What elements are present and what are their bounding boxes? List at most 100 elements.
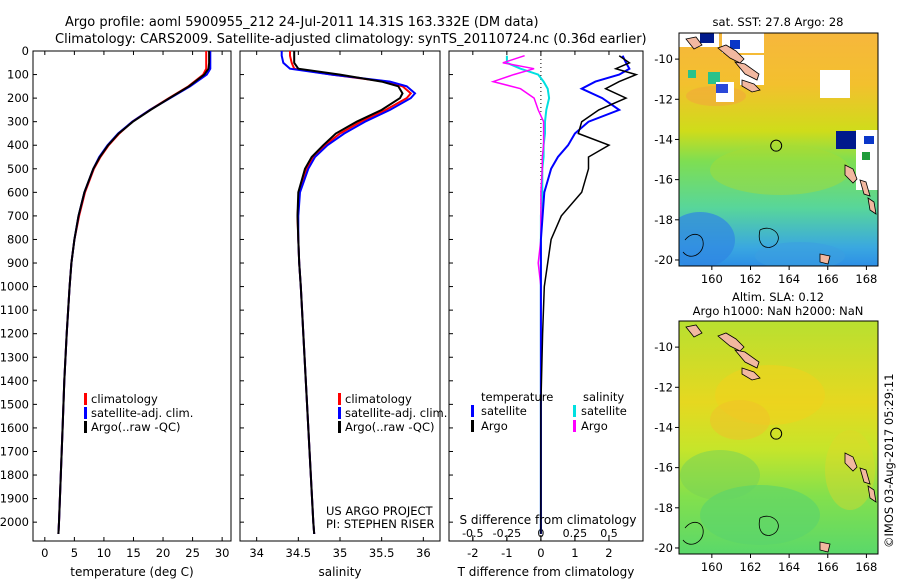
island — [844, 164, 858, 184]
depth-tick-label: 300 — [7, 115, 29, 129]
t-difference-satellite — [539, 55, 631, 534]
legend-label-t-argo: Argo — [481, 419, 508, 433]
map-y-tick-label: -18 — [654, 213, 673, 227]
bathymetry-contour — [758, 227, 779, 248]
x-tick-label: 35 — [333, 546, 348, 560]
sst-map: 160 162 164 166 168 -10 -12 -14 -16 -18 -20 — [654, 32, 879, 286]
sla-profile-marker — [770, 427, 783, 440]
x-tick-label: 1 — [571, 546, 578, 560]
s-tick-label: -0.5 — [462, 527, 483, 540]
legend-label-t-satellite: satellite — [481, 404, 527, 418]
legend-swatch-satellite — [84, 407, 87, 419]
legend-swatch-argo — [84, 421, 87, 433]
sla-map-title-2: Argo h1000: NaN h2000: NaN — [693, 304, 864, 318]
legend-label-climatology: climatology — [91, 392, 158, 406]
sst-cool-patch — [679, 212, 735, 266]
s-difference-title: S difference from climatology — [460, 513, 637, 527]
depth-tick-label: 1700 — [0, 444, 29, 458]
imos-credit: ©IMOS 03-Aug-2017 05:29:11 — [882, 373, 896, 548]
header-line-1: Argo profile: aoml 5900955_212 24-Jul-20… — [65, 15, 539, 30]
salinity-series-argoraw — [293, 51, 404, 534]
island — [819, 253, 831, 265]
x-tick-label: 36 — [416, 546, 431, 560]
island — [867, 197, 877, 215]
sst-cloud-cell — [836, 131, 856, 149]
island — [741, 79, 761, 93]
legend-swatch-argo — [338, 421, 341, 433]
island — [717, 44, 745, 64]
depth-tick-label: 800 — [7, 232, 29, 246]
map-x-tick-label: 168 — [855, 560, 877, 574]
x-tick-label: 10 — [97, 546, 112, 560]
legend-label-climatology: climatology — [345, 392, 412, 406]
x-tick-label: -1 — [501, 546, 512, 560]
x-tick-label: 15 — [126, 546, 141, 560]
bathymetry-contour — [682, 233, 704, 257]
legend-label-satellite: satellite-adj. clim. — [345, 406, 447, 420]
sst-cloud-cell — [700, 33, 714, 43]
x-tick-label: 0 — [537, 546, 544, 560]
temperature-xlabel: temperature (deg C) — [70, 565, 193, 579]
map-y-tick-label: -14 — [654, 132, 673, 146]
island — [685, 36, 703, 50]
legend-title-salinity: salinity — [583, 390, 624, 404]
legend-swatch-satellite — [338, 407, 341, 419]
map-x-tick-label: 160 — [701, 272, 723, 286]
map-x-tick-label: 164 — [778, 272, 800, 286]
depth-tick-label: 1100 — [0, 303, 29, 317]
island — [844, 452, 858, 472]
depth-tick-label: 600 — [7, 185, 29, 199]
depth-tick-label: 200 — [7, 91, 29, 105]
map-x-tick-label: 164 — [778, 560, 800, 574]
depth-tick-label: 1600 — [0, 421, 29, 435]
project-line-1: US ARGO PROJECT — [326, 504, 434, 518]
legend-title-temperature: temperature — [481, 390, 553, 404]
map-x-tick-label: 168 — [855, 272, 877, 286]
x-tick-label: 34.5 — [286, 546, 312, 560]
bathymetry-contour — [758, 515, 779, 536]
sla-map-axes: 160 162 164 166 168 -10 -12 -14 -16 -18 -20 — [654, 340, 877, 574]
sst-cloud-cell — [864, 136, 874, 144]
s-difference-satellite — [505, 55, 551, 534]
map-y-tick-label: -20 — [654, 541, 673, 555]
sst-profile-marker — [770, 139, 783, 152]
salinity-profile-plot: 34 34.5 35 35.5 36 — [249, 51, 431, 560]
depth-tick-label: 1300 — [0, 350, 29, 364]
x-tick-label: 25 — [185, 546, 200, 560]
island — [733, 61, 760, 81]
argo-location-marker — [770, 139, 783, 152]
map-y-tick-label: -16 — [654, 173, 673, 187]
island — [733, 349, 760, 369]
t-difference-argo — [540, 55, 639, 534]
depth-tick-label: 900 — [7, 256, 29, 270]
sla-map-title-1: Altim. SLA: 0.12 — [732, 290, 824, 304]
map-y-tick-label: -10 — [654, 52, 673, 66]
x-tick-label: 5 — [71, 546, 78, 560]
map-x-tick-label: 166 — [817, 272, 839, 286]
header-line-2: Climatology: CARS2009. Satellite-adjuste… — [55, 32, 647, 47]
map-y-tick-label: -14 — [654, 420, 673, 434]
sst-nodata — [820, 70, 850, 98]
x-tick-label: 34 — [249, 546, 264, 560]
legend-swatch-climatology — [84, 393, 87, 405]
sst-map-frame — [678, 32, 879, 267]
sst-cloud-cell — [708, 72, 720, 84]
sst-cloud-cell — [730, 40, 740, 49]
legend-swatch-t-satellite — [471, 405, 474, 417]
x-tick-label: 20 — [156, 546, 171, 560]
island — [859, 179, 871, 197]
depth-tick-label: 400 — [7, 138, 29, 152]
sst-cloud-cell — [716, 84, 728, 93]
island — [867, 485, 877, 503]
x-tick-label: 2 — [605, 546, 612, 560]
depth-tick-label: 0 — [22, 44, 29, 58]
island — [819, 541, 831, 553]
legend-swatch-climatology — [338, 393, 341, 405]
depth-tick-label: 100 — [7, 68, 29, 82]
map-y-tick-label: -20 — [654, 253, 673, 267]
depth-tick-label: 1900 — [0, 492, 29, 506]
temperature-legend: climatology satellite-adj. clim. Argo(..… — [84, 392, 193, 434]
sst-transition-band — [710, 145, 850, 195]
sst-map-axes: 160 162 164 166 168 -10 -12 -14 -16 -18 -20 — [654, 52, 877, 286]
bathymetry-contour — [682, 521, 704, 545]
